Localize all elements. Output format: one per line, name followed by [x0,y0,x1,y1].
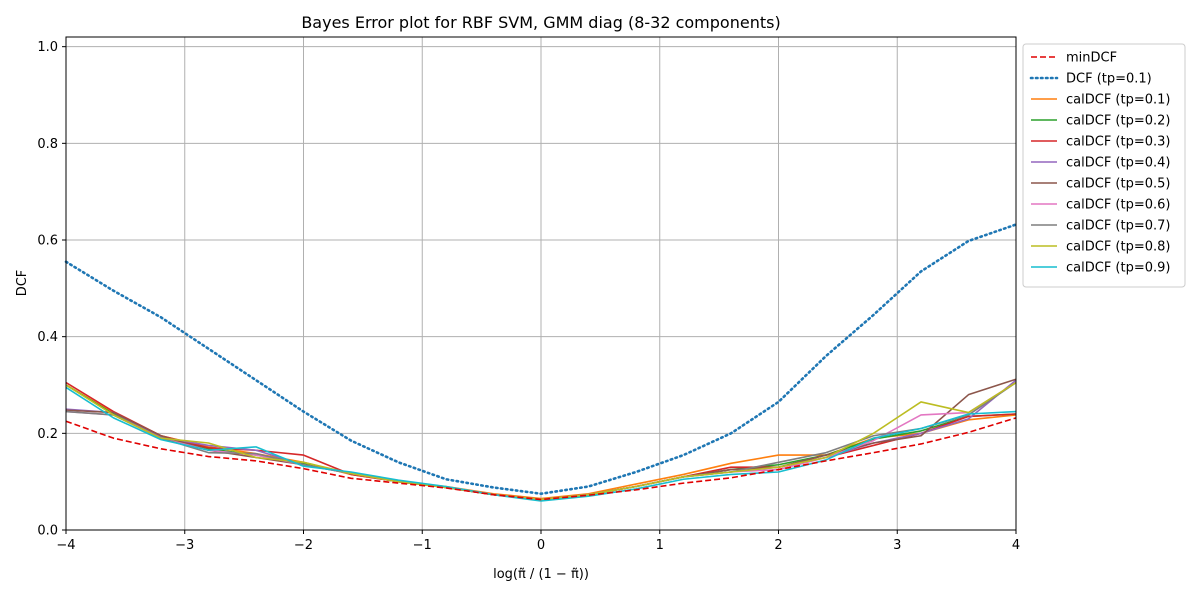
legend-label-caldcf-tp-0-3: calDCF (tp=0.3) [1066,135,1170,150]
legend-label-caldcf-tp-0-8: calDCF (tp=0.8) [1066,240,1170,255]
legend-label-caldcf-tp-0-9: calDCF (tp=0.9) [1066,261,1170,276]
series-layer [64,223,1018,502]
x-tick-label: −3 [175,538,194,553]
y-tick-label: 0.0 [37,524,58,539]
legend-label-caldcf-tp-0-4: calDCF (tp=0.4) [1066,156,1170,171]
x-tick-label: −2 [294,538,313,553]
y-tick-label: 1.0 [37,40,58,55]
x-tick-label: 4 [1012,538,1020,553]
legend-label-caldcf-tp-0-6: calDCF (tp=0.6) [1066,198,1170,213]
series-line-mindcf [65,417,1017,501]
chart-title: Bayes Error plot for RBF SVM, GMM diag (… [301,13,780,32]
legend-box [1022,43,1186,288]
series-line-dcf-tp-0-1 [64,223,1018,496]
legend-label-caldcf-tp-0-7: calDCF (tp=0.7) [1066,219,1170,234]
legend-label-caldcf-tp-0-2: calDCF (tp=0.2) [1066,114,1170,129]
y-tick-label: 0.4 [37,330,58,345]
legend-label-caldcf-tp-0-1: calDCF (tp=0.1) [1066,93,1170,108]
series-line-caldcf-tp-0-9 [65,386,1017,502]
legend-label-mindcf: minDCF [1066,51,1117,66]
x-tick-label: 0 [537,538,545,553]
legend: minDCF DCF (tp=0.1) calDCF (tp=0.1) calDCF … [1022,43,1186,288]
y-tick-label: 0.8 [37,137,58,152]
y-axis-label: DCF [15,270,30,297]
x-tick-label: 3 [893,538,901,553]
y-tick-label: 0.6 [37,234,58,249]
axis-ticks: −4 −3 −2 −1 0 1 2 3 4 0.0 0.2 0.4 0.6 0.8 1.0 [37,40,1020,553]
legend-label-dcf-tp-0-1: DCF (tp=0.1) [1066,72,1152,87]
x-tick-label: −1 [413,538,432,553]
legend-label-caldcf-tp-0-5: calDCF (tp=0.5) [1066,177,1170,192]
x-tick-label: −4 [56,538,75,553]
y-tick-label: 0.2 [37,427,58,442]
x-tick-label: 2 [774,538,782,553]
x-axis-label: log(π̃ / (1 − π̃)) [493,567,589,582]
x-tick-label: 1 [656,538,664,553]
